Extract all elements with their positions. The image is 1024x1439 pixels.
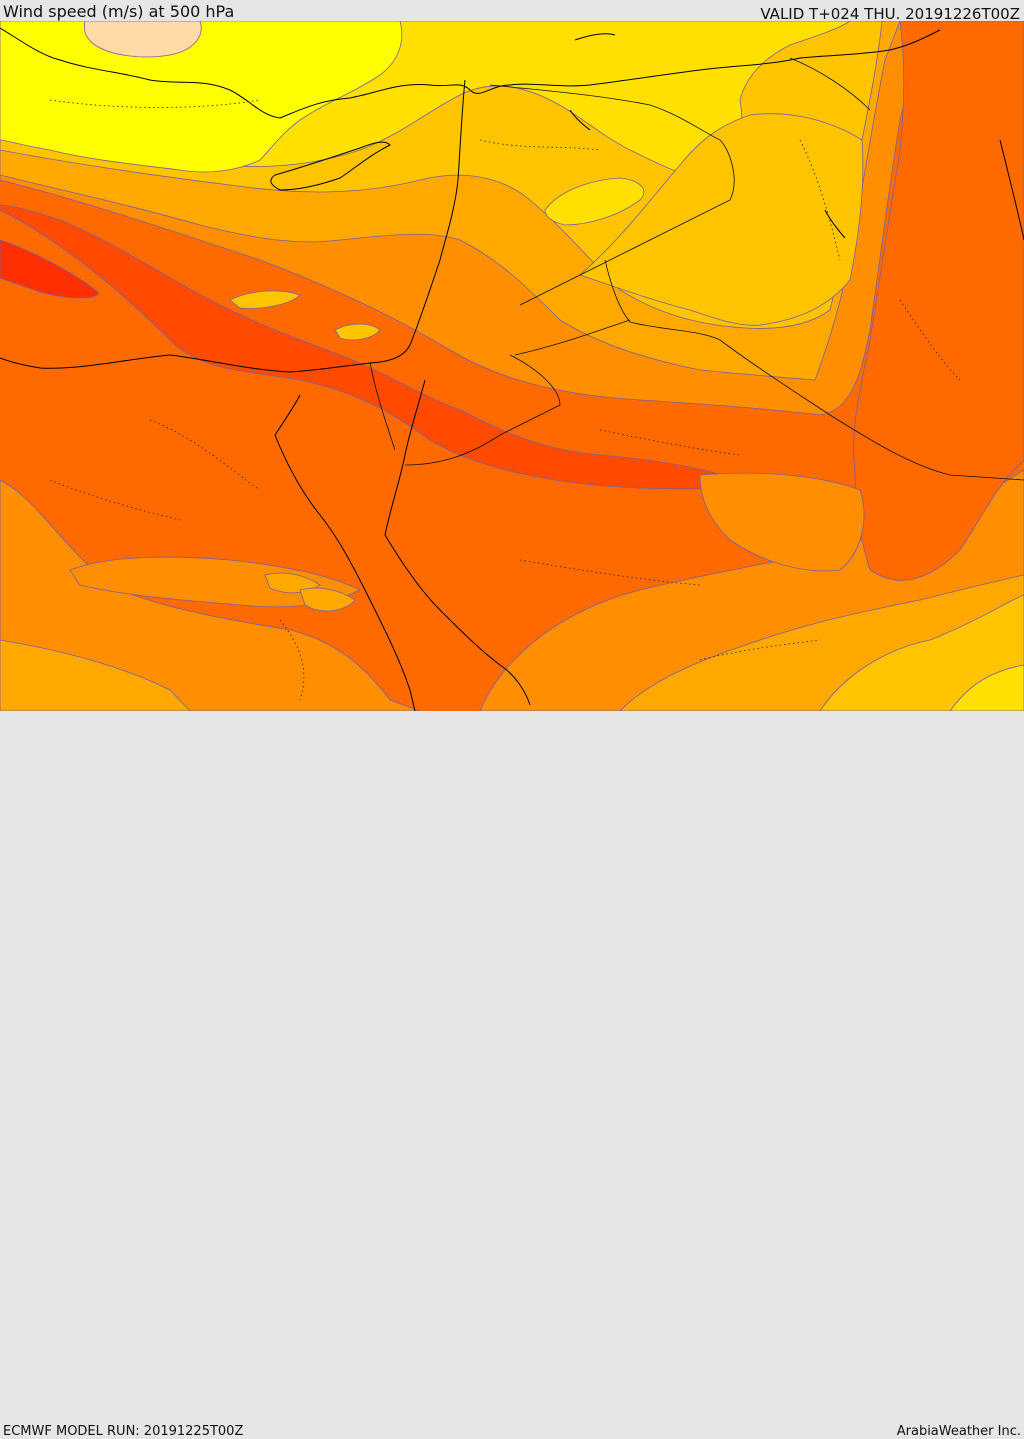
dotted-boundary-2 xyxy=(479,139,601,151)
band-orange-patch-1 xyxy=(69,556,361,608)
gulf-of-suez xyxy=(274,394,301,436)
dotted-boundary-8 xyxy=(899,299,961,381)
internal-boundaries xyxy=(49,99,961,701)
border-jordan-saudi xyxy=(404,354,561,466)
coastline-red-sea-west xyxy=(274,434,416,711)
band-yellow-patch xyxy=(544,177,645,226)
footer-bar: ECMWF MODEL RUN: 20191225T00Z ArabiaWeat… xyxy=(0,711,1024,1439)
cyprus-outline xyxy=(270,141,391,191)
coastlines xyxy=(0,27,1024,711)
band-lightest-spot xyxy=(83,21,202,58)
dotted-boundary-3 xyxy=(799,139,841,261)
band-gold-patch-2 xyxy=(334,323,381,341)
iraq-lakes xyxy=(824,209,846,239)
dotted-boundary-5 xyxy=(49,479,181,521)
valid-time: VALID T+024 THU. 20191226T00Z xyxy=(760,5,1020,23)
coastline-red-sea-east xyxy=(384,454,531,706)
band-light-orange-southwest xyxy=(0,639,191,711)
band-red-orange-east xyxy=(853,21,1024,581)
dotted-boundary-6 xyxy=(519,559,701,586)
band-gold-east xyxy=(579,113,864,326)
model-run-label: ECMWF MODEL RUN: 20191225T00Z xyxy=(3,1424,244,1439)
gulf-of-aqaba xyxy=(404,379,426,456)
dotted-boundary-9 xyxy=(699,639,821,661)
coastline-north xyxy=(0,27,941,119)
map-title: Wind speed (m/s) at 500 hPa xyxy=(3,2,235,21)
lake-urmia xyxy=(569,109,591,131)
border-jordan-iraq xyxy=(514,319,631,356)
band-gold-southeast xyxy=(819,594,1024,711)
coastline-levant xyxy=(0,79,466,373)
band-light-orange-patch xyxy=(264,572,321,594)
band-orange-southwest xyxy=(0,479,421,711)
border-egypt-east xyxy=(369,361,396,451)
credit-label: ArabiaWeather Inc. xyxy=(896,1424,1021,1439)
lake-van xyxy=(574,33,616,41)
wind-speed-map xyxy=(0,21,1024,711)
border-syria-iraq xyxy=(489,84,735,306)
borders xyxy=(369,57,1024,481)
border-iran xyxy=(789,57,871,111)
dotted-boundary-10 xyxy=(279,619,305,701)
band-yellow-northwest xyxy=(0,21,403,173)
band-orange-patch-2 xyxy=(699,472,865,572)
border-saudi-iraq xyxy=(604,259,1024,481)
dotted-boundary-1 xyxy=(49,99,261,108)
band-gold-patch xyxy=(229,290,301,309)
band-red-core xyxy=(0,239,99,299)
band-light-orange-patch-2 xyxy=(299,587,356,612)
persian-gulf-coast xyxy=(999,139,1024,241)
header-bar: Wind speed (m/s) at 500 hPa VALID T+024 … xyxy=(0,0,1024,23)
